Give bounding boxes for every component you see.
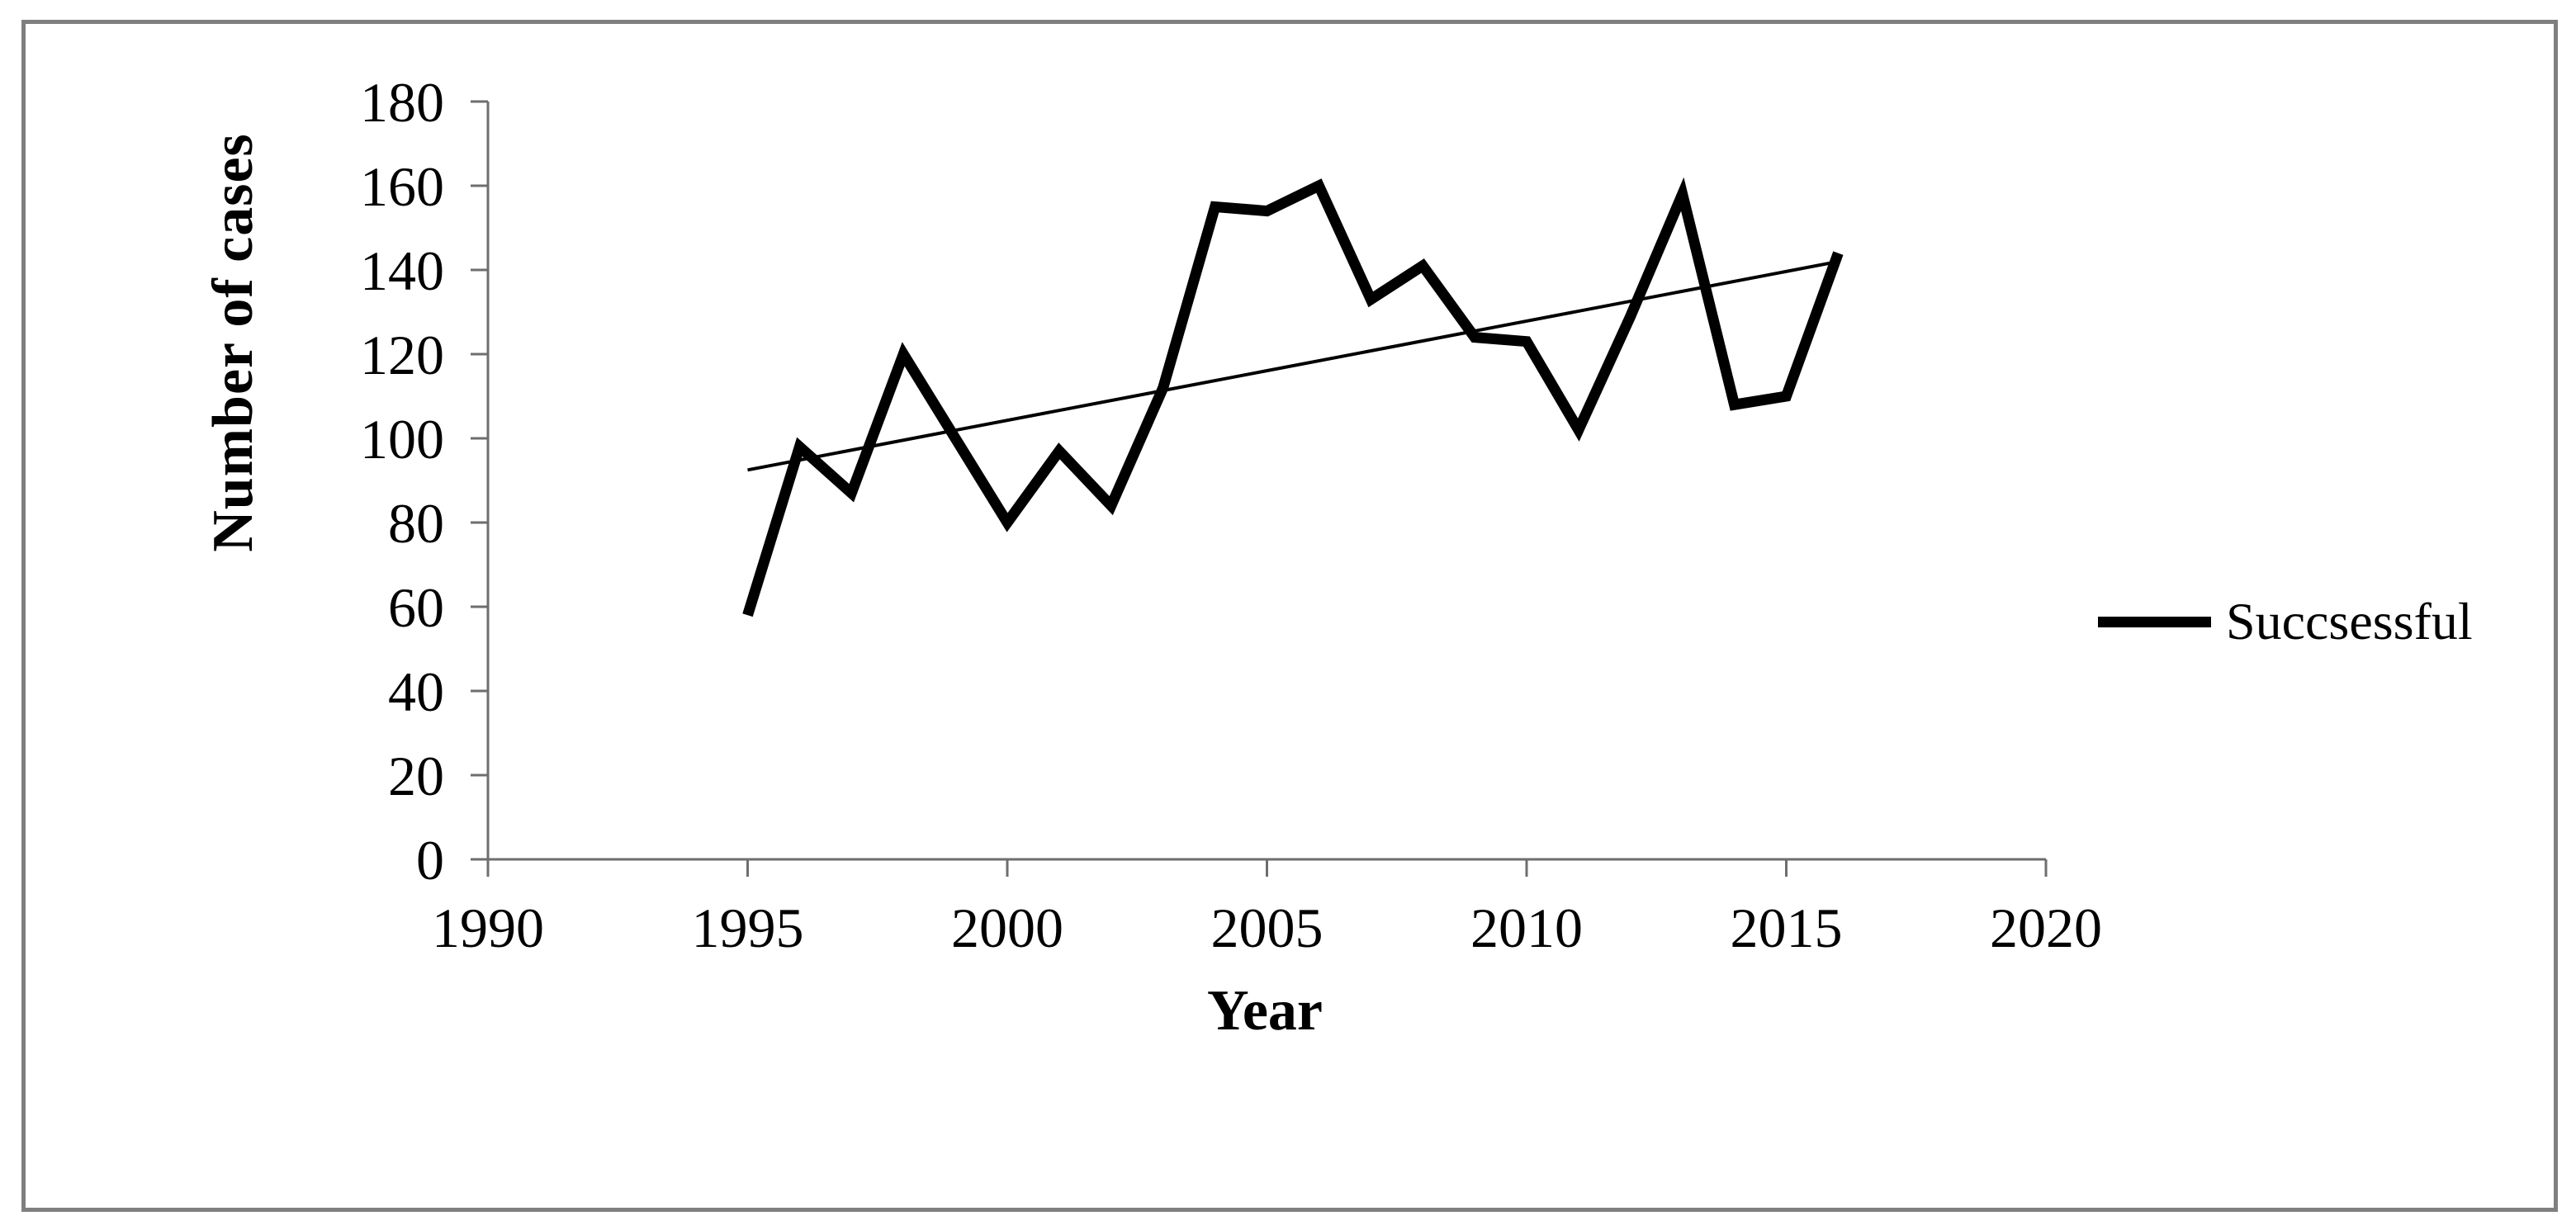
x-tick-label: 2020 [1990, 896, 2102, 959]
y-tick-label: 160 [360, 155, 444, 218]
x-tick-label: 1990 [432, 896, 544, 959]
y-tick-label: 140 [360, 239, 444, 302]
x-tick-label: 2010 [1470, 896, 1583, 959]
legend-label: Succsessful [2226, 592, 2473, 650]
y-tick-label: 120 [360, 324, 444, 386]
y-tick-label: 20 [388, 745, 444, 807]
x-tick-label: 2015 [1731, 896, 1843, 959]
y-tick-label: 40 [388, 660, 444, 723]
x-tick-label: 2000 [951, 896, 1063, 959]
x-tick-label: 2005 [1211, 896, 1324, 959]
series-linear-trendline [747, 259, 1839, 472]
y-tick-label: 80 [388, 492, 444, 555]
series-succsessful [742, 177, 1844, 617]
x-tick-label: 1995 [692, 896, 804, 959]
legend-line-sample [2098, 616, 2211, 627]
y-tick-label: 60 [388, 576, 444, 639]
chart-border-frame [21, 20, 2558, 1212]
y-axis-title: Number of cases [201, 133, 265, 552]
y-tick-label: 100 [360, 408, 444, 471]
y-tick-label: 180 [360, 71, 444, 134]
legend: Succsessful [2098, 589, 2473, 655]
x-axis-title: Year [1207, 979, 1323, 1043]
y-tick-label: 0 [416, 829, 444, 892]
